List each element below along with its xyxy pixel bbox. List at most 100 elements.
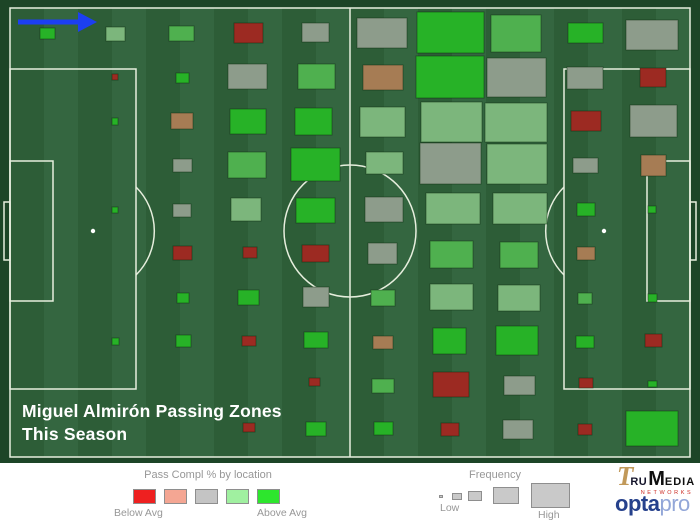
pitch-lines [3, 7, 697, 458]
pass-zone-r10c9 [577, 423, 593, 436]
trumedia-logo-ru: RU [630, 476, 648, 488]
pass-zone-r6c7 [429, 240, 474, 269]
pass-zone-r1c8 [490, 14, 542, 53]
right-penalty-arc [545, 186, 565, 276]
pass-zone-r8c8 [495, 325, 539, 356]
center-circle [283, 164, 417, 298]
pass-zone-r1c7 [416, 11, 485, 54]
pass-zone-r4c8 [486, 143, 548, 185]
pass-zone-r3c7 [420, 101, 483, 143]
left-penalty-arc [135, 186, 155, 276]
pass-zone-r5c4 [230, 197, 262, 222]
pass-legend-swatch [195, 489, 218, 504]
pass-zone-r7c6 [370, 289, 396, 307]
pass-zone-r9c7 [432, 371, 470, 398]
pass-zone-r5c5 [295, 197, 336, 224]
pass-zone-r2c5 [297, 63, 336, 90]
pass-zone-r3c9 [570, 110, 602, 132]
pass-zone-r6c9 [576, 246, 596, 261]
pass-zone-r8c4 [241, 335, 257, 347]
pass-zone-r5c8 [492, 192, 548, 225]
pitch-stripe [78, 8, 112, 457]
pass-legend-swatch [164, 489, 187, 504]
pass-legend-swatches [133, 489, 280, 504]
pass-zone-r1c10 [625, 19, 679, 51]
pass-zone-r7c5 [302, 286, 330, 308]
pass-zone-r1c9 [567, 22, 604, 44]
pass-zone-r9c6 [371, 378, 395, 394]
pass-zone-r2c7 [415, 55, 485, 99]
frequency-legend-box [531, 483, 570, 508]
pass-zone-r10c6 [373, 421, 394, 436]
left-goal [3, 201, 11, 261]
pass-zone-r10c7 [440, 422, 460, 437]
pitch-stripe [146, 8, 180, 457]
pass-zone-r5c10 [647, 205, 657, 214]
trumedia-logo-m: M [648, 468, 665, 490]
optapro-logo-opta: opta [615, 491, 660, 516]
pass-zone-r3c3 [170, 112, 194, 130]
pitch [3, 7, 697, 458]
pass-zone-r6c4 [242, 246, 258, 259]
frequency-legend-box [452, 493, 462, 500]
pitch-stripe [10, 8, 44, 457]
pass-zone-r5c9 [576, 202, 596, 217]
pass-zone-r10c8 [502, 419, 534, 440]
trumedia-logo-edia: EDIA [664, 476, 696, 488]
trumedia-logo: T RU M EDIA NETWORKS [612, 463, 700, 497]
pitch-stripe [112, 8, 146, 457]
chart-title-line1: Miguel Almirón Passing Zones [22, 401, 282, 421]
pass-zone-r4c4 [227, 151, 267, 179]
pass-zone-r6c5 [301, 244, 330, 263]
optapro-logo-pro: pro [659, 491, 690, 516]
right-goal [689, 201, 697, 261]
pass-zone-r3c4 [229, 108, 267, 135]
pass-zone-r5c2 [111, 206, 119, 214]
pass-zone-r7c9 [577, 292, 593, 305]
trumedia-logo-t: T [616, 461, 634, 491]
pass-zones-layer [39, 11, 679, 447]
pass-legend-swatch [226, 489, 249, 504]
pass-zone-r9c9 [578, 377, 594, 389]
pass-zone-r1c5 [301, 22, 330, 43]
pass-zone-r7c4 [237, 289, 260, 306]
pass-legend-above-label: Above Avg [257, 507, 308, 519]
left-penalty-spot [90, 228, 96, 234]
pitch-stripe [44, 8, 78, 457]
pass-zone-r3c10 [629, 104, 678, 138]
pass-zone-r2c2 [111, 73, 119, 81]
pass-zone-r4c6 [365, 151, 404, 175]
pass-zone-r4c9 [572, 157, 599, 174]
pass-zone-r7c10 [647, 293, 658, 303]
pass-zone-r7c8 [497, 284, 541, 312]
pass-zone-r2c9 [566, 66, 604, 90]
frequency-legend-box [439, 495, 443, 498]
frequency-legend-title: Frequency [469, 469, 521, 481]
pass-zone-r3c8 [484, 102, 548, 143]
pass-zone-r10c10 [625, 410, 679, 447]
attack-direction-arrow-icon [18, 12, 97, 32]
pass-zone-r9c8 [503, 375, 536, 396]
pass-zone-r1c2 [105, 26, 126, 42]
pass-zone-r3c6 [359, 106, 406, 138]
pass-zone-r8c3 [175, 334, 192, 348]
pass-zone-r2c3 [175, 72, 190, 84]
pass-legend-swatch [133, 489, 156, 504]
pass-zone-r6c8 [499, 241, 539, 269]
pass-zone-r4c3 [172, 158, 193, 173]
pass-zone-r2c6 [362, 64, 404, 91]
pass-zone-r1c6 [356, 17, 408, 49]
pass-zone-r3c5 [294, 107, 333, 136]
pass-zone-r10c4 [242, 422, 256, 433]
pass-zone-r5c3 [172, 203, 192, 218]
pass-zone-r8c5 [303, 331, 329, 349]
pass-zone-r7c3 [176, 292, 190, 304]
frequency-legend-high-label: High [538, 509, 560, 521]
pass-zone-r8c7 [432, 327, 467, 355]
pass-zone-r8c9 [575, 335, 595, 349]
pass-zone-r6c3 [172, 245, 193, 261]
pass-zone-r6c6 [367, 242, 398, 265]
trumedia-networks-label: NETWORKS [640, 490, 694, 496]
pass-zone-r2c8 [486, 57, 547, 98]
